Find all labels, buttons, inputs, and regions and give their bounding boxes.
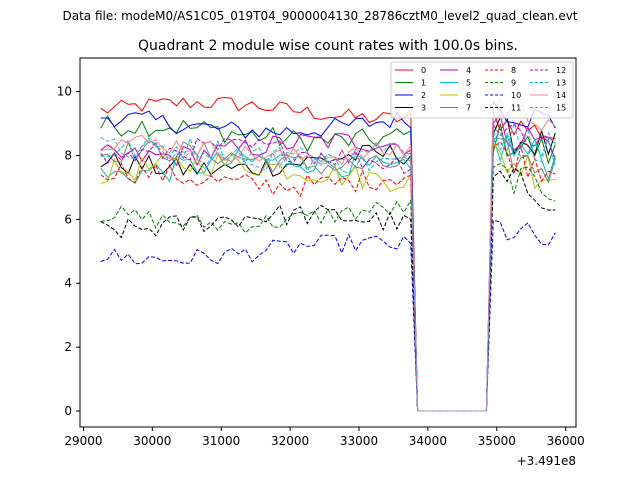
legend-label: 14 (556, 91, 566, 100)
x-tick-label: 36000 (547, 434, 585, 448)
y-tick-label: 0 (64, 404, 72, 418)
x-tick-label: 32000 (271, 434, 309, 448)
legend-label: 15 (556, 104, 566, 113)
legend-label: 0 (421, 66, 426, 75)
series-line-13 (100, 130, 556, 412)
legend-label: 13 (556, 79, 566, 88)
legend-label: 9 (511, 79, 516, 88)
y-axis: 0 2 4 6 8 10 (57, 85, 80, 418)
x-tick-label: 33000 (340, 434, 378, 448)
x-tick-label: 29000 (64, 434, 102, 448)
x-offset-label: +3.491e8 (517, 454, 576, 468)
chart-title: Quadrant 2 module wise count rates with … (138, 38, 518, 54)
x-tick-label: 30000 (133, 434, 171, 448)
legend-label: 1 (421, 79, 426, 88)
legend-label: 11 (511, 104, 521, 113)
legend-box (390, 61, 574, 119)
legend-label: 2 (421, 91, 426, 100)
y-tick-label: 10 (57, 85, 72, 99)
legend-label: 3 (421, 104, 426, 113)
axes-frame (79, 57, 577, 428)
legend-label: 12 (556, 66, 566, 75)
legend-label: 7 (466, 104, 471, 113)
y-tick-label: 2 (64, 340, 72, 354)
legend-label: 10 (511, 91, 521, 100)
plot-series (100, 96, 556, 412)
figure-suptitle: Data file: modeM0/AS1C05_019T04_90000041… (62, 9, 577, 23)
x-tick-label: 35000 (478, 434, 516, 448)
x-tick-label: 34000 (409, 434, 447, 448)
legend-label: 4 (466, 66, 471, 75)
x-axis: 29000 30000 31000 32000 33000 34000 35000 36000 (64, 427, 585, 448)
legend-label: 6 (466, 91, 471, 100)
y-tick-label: 4 (64, 276, 72, 290)
y-tick-label: 8 (64, 148, 72, 162)
legend-label: 5 (466, 79, 471, 88)
series-line-10 (100, 219, 556, 412)
x-tick-label: 31000 (202, 434, 240, 448)
legend-label: 8 (511, 66, 516, 75)
y-tick-label: 6 (64, 212, 72, 226)
series-line-14 (100, 98, 556, 412)
